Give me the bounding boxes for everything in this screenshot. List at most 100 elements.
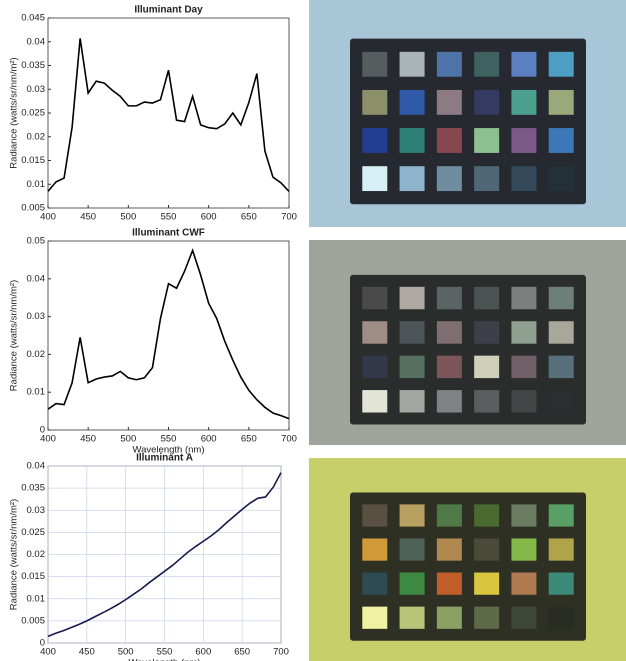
patch bbox=[436, 572, 462, 595]
patch bbox=[399, 89, 425, 115]
x-tick-label: 550 bbox=[161, 434, 177, 445]
x-tick-label: 450 bbox=[79, 647, 95, 658]
patch bbox=[548, 606, 574, 629]
patch bbox=[436, 504, 462, 527]
patch bbox=[474, 572, 500, 595]
patch bbox=[511, 390, 537, 413]
patch bbox=[436, 166, 462, 192]
patch bbox=[474, 321, 500, 344]
patch bbox=[511, 51, 537, 77]
y-tick-label: 0.02 bbox=[27, 131, 46, 142]
patch bbox=[362, 355, 388, 379]
x-tick-label: 600 bbox=[201, 212, 217, 223]
patch bbox=[436, 606, 462, 629]
y-tick-label: 0.03 bbox=[27, 84, 46, 95]
patch bbox=[474, 51, 500, 77]
patch bbox=[474, 286, 500, 310]
patch bbox=[548, 321, 574, 344]
x-axis-label: Wavelength (nm) bbox=[129, 658, 201, 661]
patch bbox=[548, 286, 574, 310]
patch bbox=[511, 166, 537, 192]
x-tick-label: 650 bbox=[241, 434, 257, 445]
x-tick-label: 500 bbox=[120, 212, 136, 223]
patch bbox=[511, 321, 537, 344]
y-tick-label: 0.01 bbox=[27, 387, 46, 398]
patch bbox=[474, 538, 500, 561]
patch bbox=[362, 538, 388, 561]
y-axis-label: Radiance (watts/sr/nm/m²) bbox=[9, 280, 20, 391]
patch bbox=[362, 128, 388, 153]
patch bbox=[511, 355, 537, 379]
patch bbox=[436, 51, 462, 77]
patch bbox=[399, 321, 425, 344]
plot-area bbox=[47, 17, 290, 209]
patch bbox=[362, 572, 388, 595]
y-tick-label: 0.01 bbox=[27, 593, 46, 604]
patch bbox=[362, 166, 388, 192]
y-tick-label: 0.04 bbox=[27, 461, 46, 472]
y-tick-label: 0.04 bbox=[27, 36, 46, 47]
patch bbox=[362, 286, 388, 310]
patch bbox=[436, 286, 462, 310]
x-tick-label: 550 bbox=[161, 212, 177, 223]
patch bbox=[511, 286, 537, 310]
y-tick-label: 0.04 bbox=[27, 273, 46, 284]
y-tick-label: 0.015 bbox=[21, 155, 45, 166]
patch bbox=[548, 390, 574, 413]
x-tick-label: 500 bbox=[118, 647, 134, 658]
patch bbox=[399, 166, 425, 192]
x-tick-label: 650 bbox=[234, 647, 250, 658]
patch bbox=[399, 355, 425, 379]
x-tick-label: 600 bbox=[201, 434, 217, 445]
line bbox=[47, 248, 290, 420]
patch bbox=[474, 355, 500, 379]
patch bbox=[511, 538, 537, 561]
y-tick-label: 0.05 bbox=[27, 236, 46, 247]
patch bbox=[474, 128, 500, 153]
y-tick-label: 0.035 bbox=[21, 60, 45, 71]
y-tick-label: 0 bbox=[40, 638, 45, 649]
patch bbox=[362, 321, 388, 344]
patch bbox=[548, 538, 574, 561]
x-tick-label: 450 bbox=[80, 212, 96, 223]
y-tick-label: 0.035 bbox=[21, 483, 45, 494]
patch bbox=[474, 390, 500, 413]
patch bbox=[548, 51, 574, 77]
chart-title: Illuminant Day bbox=[134, 5, 203, 16]
patch bbox=[436, 355, 462, 379]
patch bbox=[362, 51, 388, 77]
chart-title: Illuminant CWF bbox=[132, 228, 205, 239]
y-tick-label: 0.02 bbox=[27, 549, 46, 560]
patch bbox=[362, 504, 388, 527]
x-tick-label: 550 bbox=[157, 647, 173, 658]
x-tick-label: 700 bbox=[281, 434, 297, 445]
x-tick-label: 700 bbox=[273, 647, 289, 658]
patch bbox=[474, 89, 500, 115]
patch bbox=[362, 390, 388, 413]
patch bbox=[511, 504, 537, 527]
patch bbox=[548, 572, 574, 595]
patch bbox=[548, 128, 574, 153]
x-tick-label: 500 bbox=[120, 434, 136, 445]
patch bbox=[511, 572, 537, 595]
patch bbox=[362, 89, 388, 115]
patch bbox=[511, 128, 537, 153]
patch bbox=[362, 606, 388, 629]
patch bbox=[399, 51, 425, 77]
patch bbox=[436, 538, 462, 561]
patch bbox=[399, 390, 425, 413]
patch bbox=[511, 89, 537, 115]
patch bbox=[511, 606, 537, 629]
y-tick-label: 0.045 bbox=[21, 13, 45, 24]
y-tick-label: 0.005 bbox=[21, 615, 45, 626]
x-tick-label: 650 bbox=[241, 212, 257, 223]
x-tick-label: 400 bbox=[40, 212, 56, 223]
patch bbox=[548, 504, 574, 527]
y-tick-label: 0.03 bbox=[27, 311, 46, 322]
y-tick-label: 0.025 bbox=[21, 108, 45, 119]
y-tick-label: 0 bbox=[40, 425, 45, 436]
patch bbox=[399, 128, 425, 153]
patch bbox=[399, 286, 425, 310]
y-tick-label: 0.015 bbox=[21, 571, 45, 582]
